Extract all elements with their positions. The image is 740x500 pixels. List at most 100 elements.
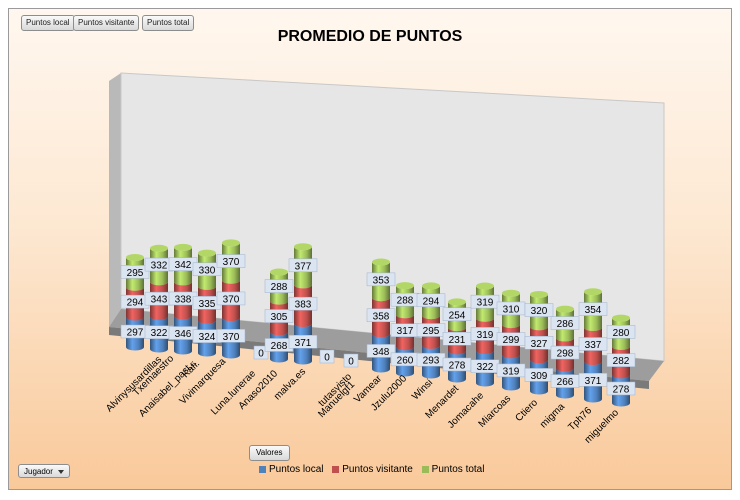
data-label: 268: [271, 341, 288, 352]
data-label: 320: [531, 306, 548, 317]
data-label: 288: [271, 282, 288, 293]
data-label: 294: [423, 296, 440, 307]
category-label: Tph76: [566, 405, 594, 433]
data-label-box: [216, 291, 246, 306]
data-label: 297: [127, 328, 144, 339]
category-label: migma: [538, 401, 567, 430]
data-label: 260: [397, 355, 414, 366]
data-label: 231: [449, 335, 466, 346]
field-button-puntos-total[interactable]: Puntos total: [142, 15, 195, 31]
data-label-box: [288, 296, 318, 311]
data-label: 309: [531, 371, 548, 382]
data-label-box: [578, 373, 608, 387]
data-label: 335: [199, 299, 216, 310]
dropdown-arrow-icon: [58, 470, 64, 474]
data-label: 383: [295, 300, 312, 311]
data-label-box: [606, 353, 636, 367]
row-field-dropdown[interactable]: Jugador: [18, 464, 70, 478]
data-label-box: [524, 303, 554, 317]
legend-swatch-visitante: [332, 465, 340, 473]
data-label-box: [366, 308, 396, 323]
legend-item-visitante: Puntos visitante: [332, 464, 413, 475]
side-wall: [109, 73, 121, 327]
data-label: 288: [397, 296, 414, 307]
bar-cap: [502, 289, 520, 297]
bar-cap: [222, 239, 240, 247]
data-label: 254: [449, 310, 466, 321]
category-label: Ctiero: [513, 397, 540, 424]
data-label: 343: [151, 295, 168, 306]
row-field-label: Jugador: [24, 467, 53, 476]
data-label: 354: [585, 305, 602, 316]
data-label: 346: [175, 329, 192, 340]
data-label-box: [120, 265, 150, 279]
data-label-box: [253, 345, 269, 360]
data-label: 286: [557, 319, 574, 330]
data-label: 324: [199, 332, 216, 343]
data-label-box: [288, 258, 318, 273]
legend-swatch-local: [259, 465, 266, 473]
bar-cap: [198, 249, 216, 257]
bar-cap: [126, 254, 144, 262]
data-label: 319: [477, 298, 494, 309]
bar-cap: [396, 282, 414, 290]
data-label: 0: [324, 353, 330, 364]
data-label-box: [550, 316, 580, 330]
data-label: 280: [613, 328, 630, 339]
data-label: 332: [151, 261, 168, 272]
data-label: 295: [423, 326, 440, 337]
data-label: 294: [127, 298, 144, 309]
data-label: 310: [503, 304, 520, 315]
data-label: 370: [223, 257, 240, 268]
data-label-box: [343, 353, 359, 368]
bar-cap: [150, 244, 168, 252]
data-label-box: [606, 381, 636, 396]
data-label: 319: [477, 330, 494, 341]
data-label: 342: [175, 260, 192, 271]
bar-cap: [422, 282, 440, 290]
chart-title: PROMEDIO DE PUNTOS: [277, 28, 463, 45]
bar-cap: [584, 288, 602, 296]
data-label-box: [550, 345, 580, 360]
data-label-box: [524, 336, 554, 350]
field-button-puntos-visitante[interactable]: Puntos visitante: [73, 15, 140, 31]
data-label-box: [288, 335, 318, 349]
data-label: 317: [397, 326, 414, 337]
data-label-box: [216, 254, 246, 268]
data-label: 322: [477, 362, 494, 373]
data-label: 0: [348, 357, 354, 368]
legend-swatch-total: [421, 465, 429, 473]
data-label-box: [264, 279, 294, 293]
bar-cap: [612, 314, 630, 322]
data-label-box: [416, 323, 446, 337]
data-label: 295: [127, 268, 144, 279]
bar-cap: [174, 243, 192, 251]
data-label: 0: [258, 349, 264, 360]
data-label-box: [442, 307, 472, 322]
values-field-button[interactable]: Valores: [249, 445, 290, 461]
data-label-box: [470, 294, 500, 309]
legend-item-local: Puntos local: [259, 464, 323, 475]
data-label: 348: [373, 347, 390, 358]
bar-cap: [556, 305, 574, 313]
data-label: 322: [151, 328, 168, 339]
data-label-box: [216, 329, 246, 343]
data-label-box: [264, 309, 294, 323]
legend-item-total: Puntos total: [421, 464, 484, 475]
bar-cap: [448, 298, 466, 306]
data-label: 353: [373, 275, 390, 286]
bar-cap: [294, 243, 312, 251]
category-label: Winsi: [410, 377, 435, 402]
data-label-box: [578, 302, 608, 316]
data-label: 278: [613, 384, 630, 395]
data-label: 282: [613, 356, 630, 367]
category-label: malva.es: [272, 366, 308, 402]
data-label: 358: [373, 311, 390, 322]
data-label: 299: [503, 335, 520, 346]
data-label: 293: [423, 356, 440, 367]
data-label: 371: [295, 338, 312, 349]
data-label: 377: [295, 261, 312, 272]
data-label: 330: [199, 265, 216, 276]
data-label-box: [366, 344, 396, 358]
plot-area: 297294295Alvinysusardillas322343332Anais…: [104, 72, 665, 446]
